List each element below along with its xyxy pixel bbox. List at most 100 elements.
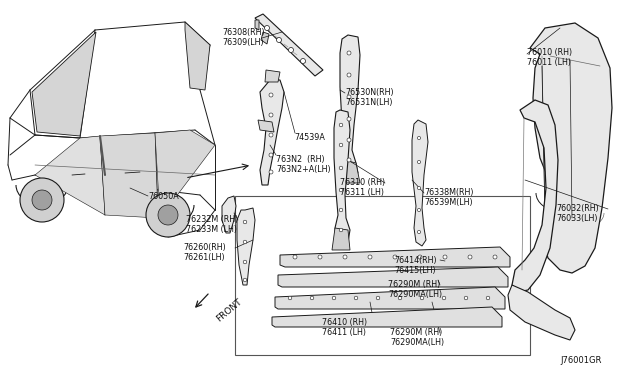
Polygon shape — [334, 110, 350, 245]
Text: 76310 (RH): 76310 (RH) — [340, 178, 385, 187]
Circle shape — [418, 255, 422, 259]
Circle shape — [288, 296, 292, 300]
Text: 76232M (RH): 76232M (RH) — [186, 215, 238, 224]
Circle shape — [442, 296, 446, 300]
Polygon shape — [100, 133, 158, 218]
Circle shape — [493, 255, 497, 259]
Circle shape — [420, 296, 424, 300]
Polygon shape — [530, 23, 612, 273]
Circle shape — [32, 190, 52, 210]
Text: 76233M (LH): 76233M (LH) — [186, 225, 237, 234]
Polygon shape — [32, 32, 96, 136]
Polygon shape — [35, 136, 105, 215]
Polygon shape — [155, 130, 215, 218]
Circle shape — [318, 255, 322, 259]
Text: 76011 (LH): 76011 (LH) — [527, 58, 571, 67]
Circle shape — [243, 260, 247, 264]
Polygon shape — [340, 35, 360, 177]
Circle shape — [347, 95, 351, 99]
Text: 76290MA(LH): 76290MA(LH) — [388, 290, 442, 299]
Circle shape — [269, 133, 273, 137]
Circle shape — [146, 193, 190, 237]
Text: 74539A: 74539A — [294, 133, 325, 142]
Circle shape — [393, 255, 397, 259]
Text: 76414(RH): 76414(RH) — [394, 256, 436, 265]
Circle shape — [417, 230, 420, 234]
Text: 76050A: 76050A — [148, 192, 179, 201]
Text: 763N2+A(LH): 763N2+A(LH) — [276, 165, 331, 174]
Text: 76290M (RH): 76290M (RH) — [388, 280, 440, 289]
Circle shape — [332, 296, 336, 300]
Circle shape — [339, 188, 343, 192]
Circle shape — [347, 73, 351, 77]
Text: 76261(LH): 76261(LH) — [183, 253, 225, 262]
Polygon shape — [265, 70, 280, 82]
Circle shape — [289, 48, 294, 52]
Text: 76308(RH): 76308(RH) — [222, 28, 264, 37]
Polygon shape — [412, 120, 428, 246]
Circle shape — [443, 255, 447, 259]
Circle shape — [339, 143, 343, 147]
Circle shape — [276, 38, 282, 42]
Circle shape — [243, 278, 247, 282]
Text: 76539M(LH): 76539M(LH) — [424, 198, 472, 207]
Polygon shape — [332, 228, 350, 250]
Text: J76001GR: J76001GR — [560, 356, 602, 365]
Circle shape — [339, 228, 343, 232]
Circle shape — [398, 296, 402, 300]
Circle shape — [376, 296, 380, 300]
Circle shape — [158, 205, 178, 225]
Circle shape — [339, 166, 343, 170]
Circle shape — [417, 160, 420, 164]
Polygon shape — [222, 196, 236, 233]
Polygon shape — [275, 287, 505, 309]
Text: 763N2  (RH): 763N2 (RH) — [276, 155, 324, 164]
Circle shape — [417, 186, 420, 190]
Polygon shape — [278, 267, 508, 287]
Text: 76411 (LH): 76411 (LH) — [322, 328, 366, 337]
Polygon shape — [255, 14, 323, 76]
Text: FRONT: FRONT — [215, 297, 244, 324]
Polygon shape — [512, 100, 558, 292]
Polygon shape — [237, 208, 255, 285]
Polygon shape — [272, 307, 502, 327]
Text: 76309(LH): 76309(LH) — [222, 38, 264, 47]
Text: 76530N(RH): 76530N(RH) — [345, 88, 394, 97]
Circle shape — [468, 255, 472, 259]
Text: 76033(LH): 76033(LH) — [556, 214, 598, 223]
Circle shape — [343, 255, 347, 259]
Circle shape — [417, 208, 420, 212]
Circle shape — [354, 296, 358, 300]
Circle shape — [339, 123, 343, 127]
Text: 76032(RH): 76032(RH) — [556, 204, 599, 213]
Polygon shape — [508, 285, 575, 340]
Circle shape — [347, 117, 351, 121]
Circle shape — [20, 178, 64, 222]
Circle shape — [269, 93, 273, 97]
Polygon shape — [258, 120, 274, 132]
Circle shape — [269, 113, 273, 117]
Text: 76290M (RH): 76290M (RH) — [390, 328, 442, 337]
Circle shape — [486, 296, 490, 300]
Text: 76415(LH): 76415(LH) — [394, 266, 436, 275]
Text: 76311 (LH): 76311 (LH) — [340, 188, 384, 197]
Circle shape — [339, 208, 343, 212]
Circle shape — [269, 170, 273, 174]
Bar — [235, 196, 530, 355]
Circle shape — [368, 255, 372, 259]
Polygon shape — [185, 22, 210, 90]
Circle shape — [243, 220, 247, 224]
Circle shape — [264, 26, 269, 31]
Text: 76531N(LH): 76531N(LH) — [345, 98, 392, 107]
Circle shape — [417, 137, 420, 140]
Circle shape — [347, 138, 351, 142]
Circle shape — [347, 158, 351, 162]
Polygon shape — [261, 32, 269, 44]
Circle shape — [269, 153, 273, 157]
Circle shape — [347, 51, 351, 55]
Circle shape — [243, 240, 247, 244]
Polygon shape — [280, 247, 510, 267]
Circle shape — [293, 255, 297, 259]
Circle shape — [310, 296, 314, 300]
Polygon shape — [342, 160, 360, 183]
